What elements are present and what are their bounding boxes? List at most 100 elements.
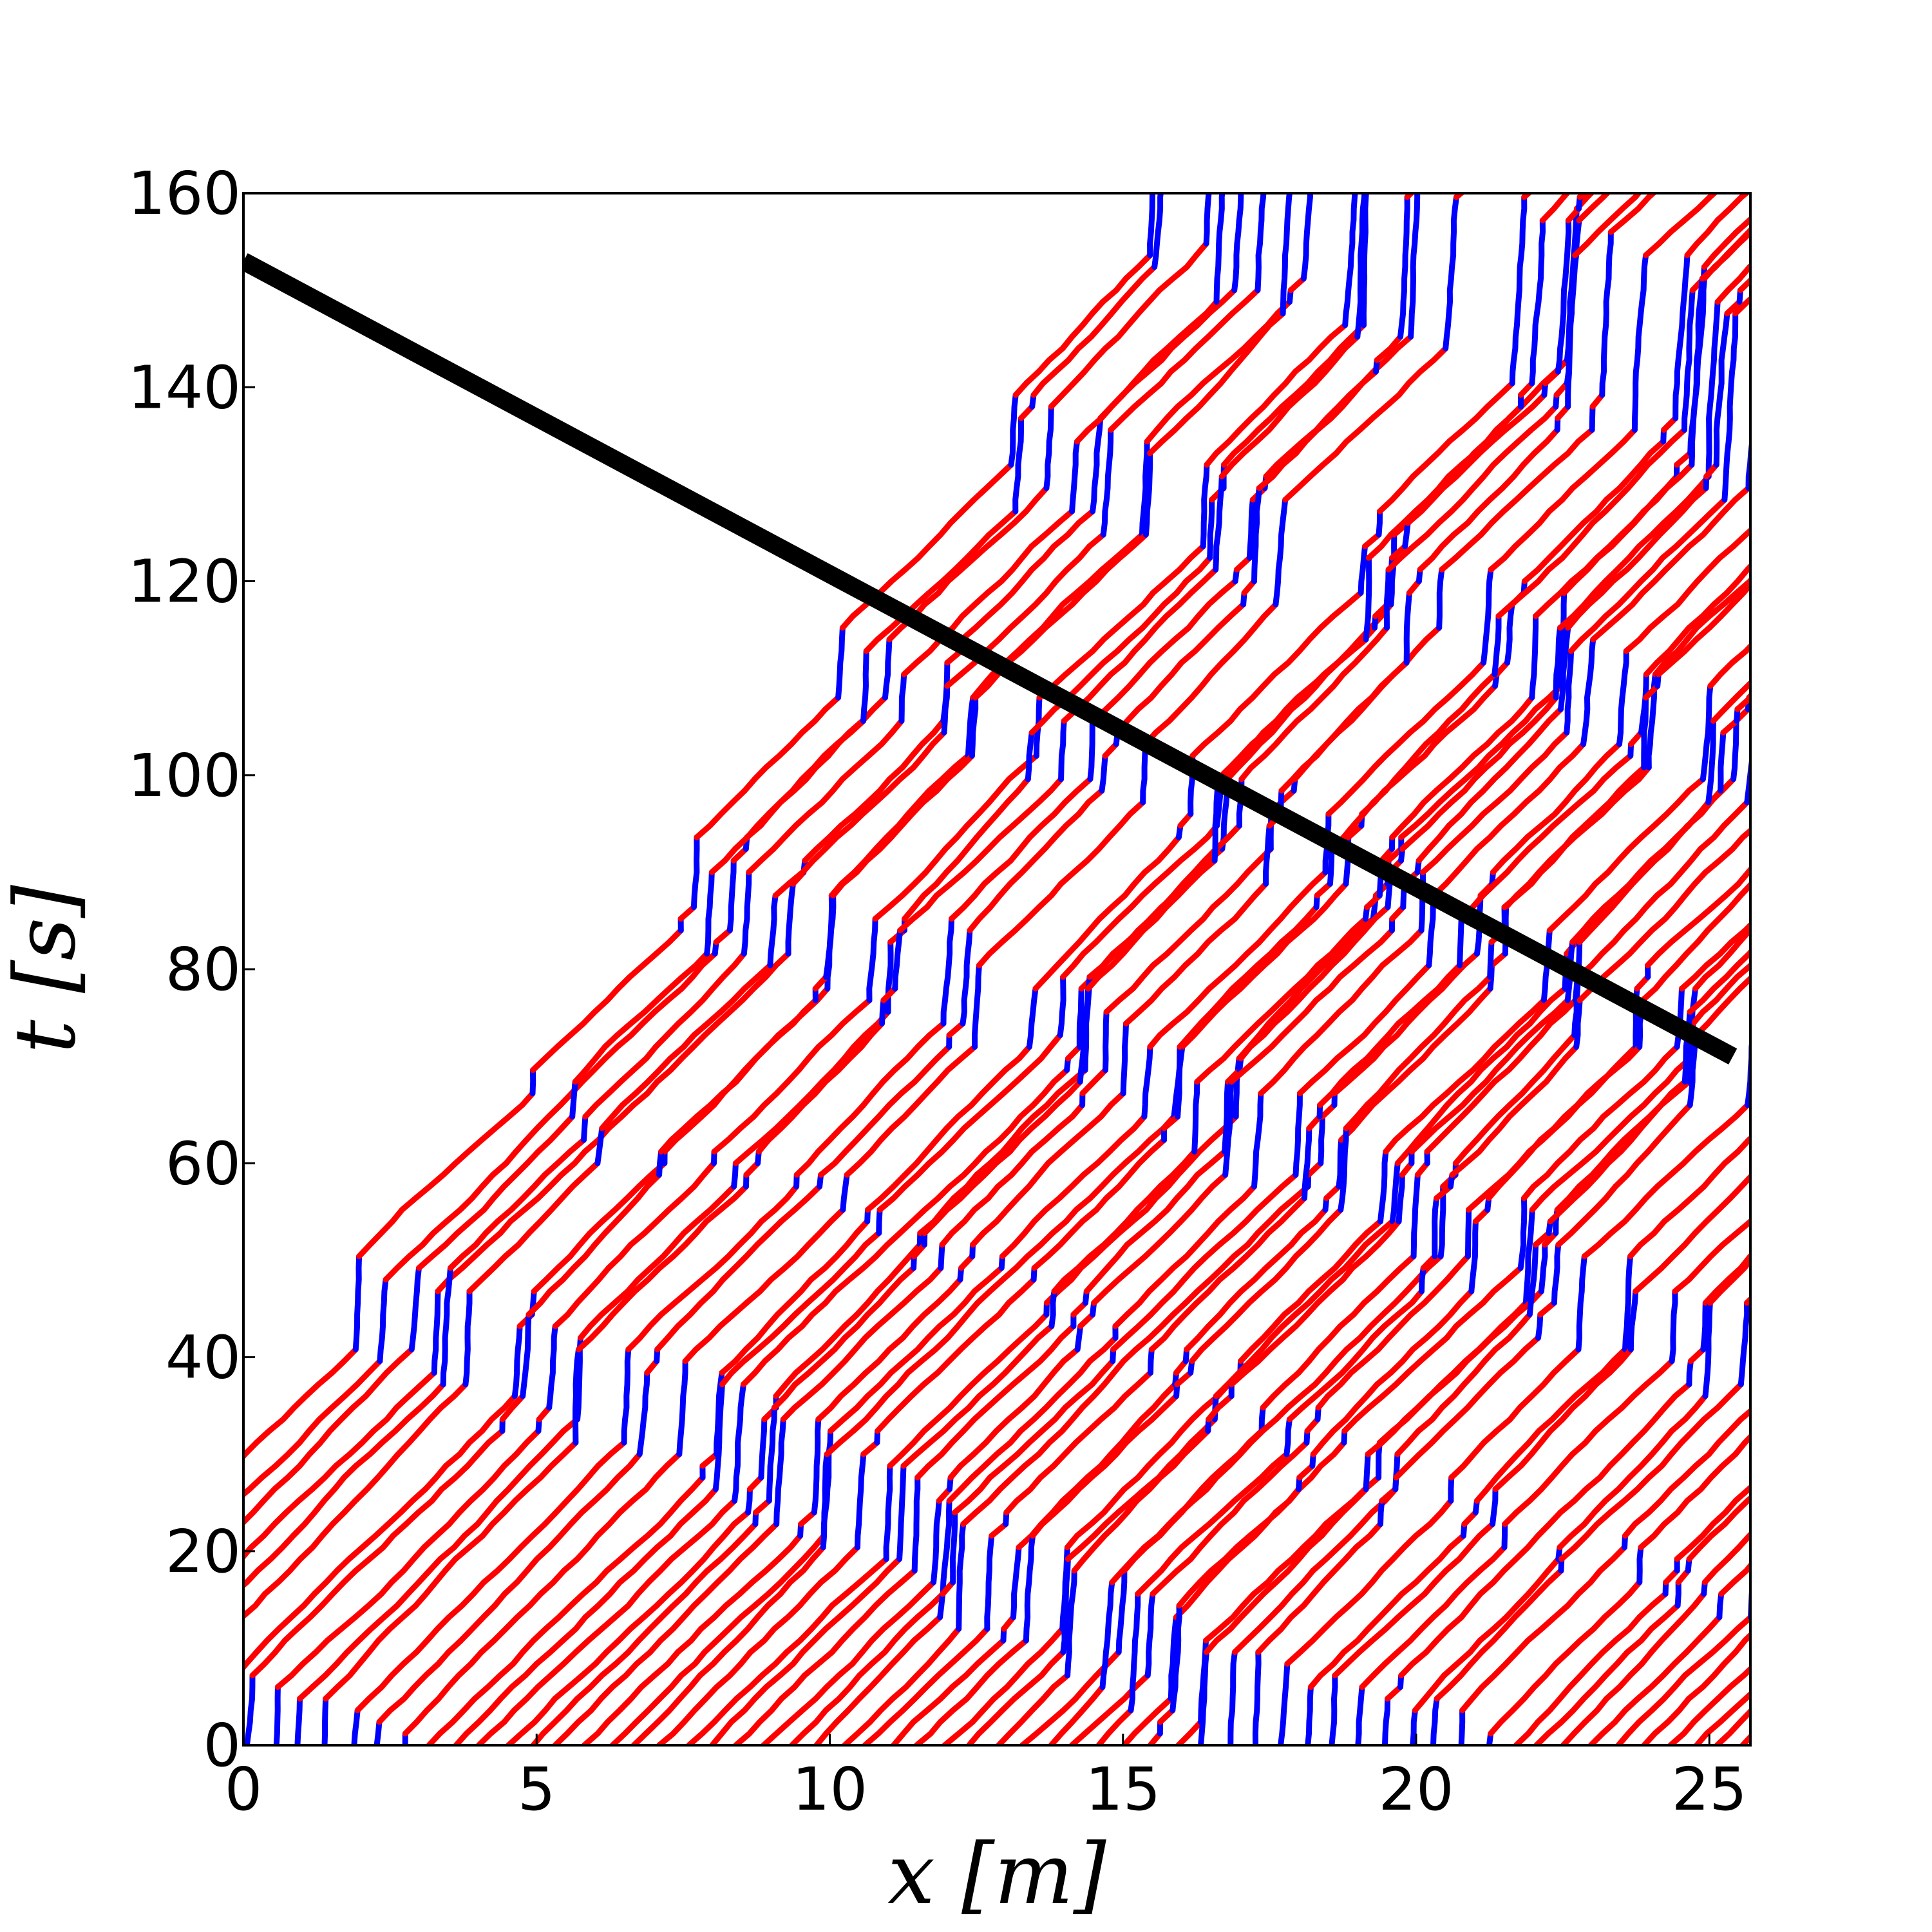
trajectory-moving xyxy=(1110,1171,1299,1352)
y-tick-label: 80 xyxy=(166,935,241,1004)
trajectory-moving xyxy=(1060,822,1220,980)
trajectory-stopped xyxy=(1616,648,1629,747)
trajectory-stopped xyxy=(860,648,869,724)
trajectory-stopped xyxy=(1255,193,1267,294)
trajectory-stopped xyxy=(1622,1253,1633,1352)
trajectory-moving xyxy=(297,1416,581,1702)
trajectory-moving xyxy=(1707,1256,1750,1306)
trajectory-stopped xyxy=(1551,1242,1562,1306)
trajectory-stopped xyxy=(1191,1079,1200,1155)
trajectory-moving xyxy=(1572,193,1643,258)
fit-line-layer xyxy=(243,253,1738,1065)
trajectory-moving xyxy=(1383,997,1547,1155)
trajectory-moving xyxy=(1061,566,1219,724)
trajectory-stopped xyxy=(1069,439,1080,515)
trajectory-moving xyxy=(1434,1567,1564,1702)
trajectory-stopped xyxy=(732,1381,746,1504)
y-tick-label: 60 xyxy=(166,1129,241,1198)
trajectory-moving xyxy=(1091,1171,1229,1306)
trajectory-moving xyxy=(1048,1684,1106,1745)
trajectory-stopped xyxy=(820,1451,830,1551)
trajectory-stopped xyxy=(726,857,737,934)
trajectory-moving xyxy=(1714,262,1750,305)
trajectory-stopped xyxy=(1147,193,1156,258)
trajectory-stopped xyxy=(1148,1346,1155,1376)
trajectory-moving xyxy=(802,717,947,864)
trajectory-stopped xyxy=(969,694,979,759)
y-tick-label: 100 xyxy=(128,741,241,810)
trajectory-moving xyxy=(1260,1253,1417,1411)
trajectory-moving xyxy=(1486,1044,1643,1201)
trajectory-moving xyxy=(966,1649,1066,1745)
trajectory-moving xyxy=(1048,240,1209,410)
trajectory-moving xyxy=(1307,1533,1466,1690)
trajectory-stopped xyxy=(1721,310,1739,503)
trajectory-moving xyxy=(842,1625,962,1745)
trajectory-stopped xyxy=(1432,1195,1440,1260)
trajectory-moving xyxy=(1539,193,1571,223)
trajectory-moving xyxy=(746,717,905,875)
trajectory-moving xyxy=(1694,1690,1750,1745)
trajectory-stopped xyxy=(1168,1614,1179,1702)
trajectory-moving xyxy=(741,1067,1070,1388)
trajectory-stopped xyxy=(1211,776,1221,864)
trajectory-stopped xyxy=(1231,193,1244,294)
trajectory-moving xyxy=(901,508,1075,677)
trajectory-moving xyxy=(376,1451,643,1725)
trajectory-stopped xyxy=(1043,403,1054,491)
trajectory-moving xyxy=(475,1497,738,1745)
trajectory-stopped xyxy=(1481,566,1494,666)
trajectory-stopped xyxy=(1302,1125,1312,1201)
trajectory-moving xyxy=(1176,1486,1302,1609)
trajectory-moving xyxy=(243,1381,469,1620)
trajectory-stopped xyxy=(896,1463,907,1562)
trajectory-moving xyxy=(862,1625,990,1745)
trajectory-moving xyxy=(1702,1252,1750,1306)
trajectory-moving xyxy=(448,1137,587,1271)
trajectory-stopped xyxy=(1060,1556,1071,1655)
trajectory-stopped xyxy=(938,1242,945,1271)
trajectory-moving xyxy=(1686,1494,1750,1562)
trajectory-moving xyxy=(1278,659,1410,794)
trajectory-stopped xyxy=(1128,1591,1141,1714)
trajectory-moving xyxy=(970,1090,1126,1248)
trajectory-stopped xyxy=(1329,1672,1338,1745)
trajectory-stopped xyxy=(1077,985,1092,1085)
trajectory-stopped xyxy=(960,927,973,1027)
x-tick-label: 20 xyxy=(1378,1755,1454,1824)
trajectory-stopped xyxy=(243,1672,256,1745)
trajectory-stopped xyxy=(1227,1649,1238,1745)
trajectory-moving xyxy=(1672,1218,1750,1294)
trajectory-moving xyxy=(658,997,819,1155)
trajectory-stopped xyxy=(1457,916,1464,969)
trajectory-stopped xyxy=(1716,1591,1725,1620)
trajectory-moving xyxy=(677,904,697,922)
trajectory-moving xyxy=(1329,671,1498,852)
trajectory-moving xyxy=(1492,1346,1634,1492)
trajectory-moving xyxy=(1714,1707,1750,1745)
trajectory-moving xyxy=(1258,927,1425,1097)
trajectory-moving xyxy=(1693,974,1750,1038)
trajectory-moving xyxy=(1568,497,1728,654)
trajectory-stopped xyxy=(1631,252,1649,433)
trajectory-stopped xyxy=(773,1416,786,1528)
trajectory-moving xyxy=(1488,1579,1643,1737)
trajectory-moving xyxy=(1121,1696,1174,1745)
trajectory-moving xyxy=(1284,1497,1454,1667)
trajectory-moving xyxy=(999,1113,1148,1260)
trajectory-stopped xyxy=(273,1684,281,1745)
trajectory-stopped xyxy=(855,1451,867,1551)
trajectory-moving xyxy=(1399,694,1559,852)
trajectory-moving xyxy=(1238,625,1390,782)
trajectory-moving xyxy=(1417,427,1560,573)
x-tick-label: 10 xyxy=(792,1755,867,1824)
trajectory-stopped xyxy=(1426,893,1437,969)
trajectory-moving xyxy=(1215,636,1369,782)
trajectory-stopped xyxy=(941,683,951,735)
trajectory-stopped xyxy=(1175,1044,1183,1120)
trajectory-moving xyxy=(824,1113,1177,1457)
trajectory-moving xyxy=(872,753,1039,922)
trajectory-moving xyxy=(1533,1230,1552,1248)
trajectory-moving xyxy=(1577,827,1750,1003)
trajectory-stopped xyxy=(731,1160,739,1189)
